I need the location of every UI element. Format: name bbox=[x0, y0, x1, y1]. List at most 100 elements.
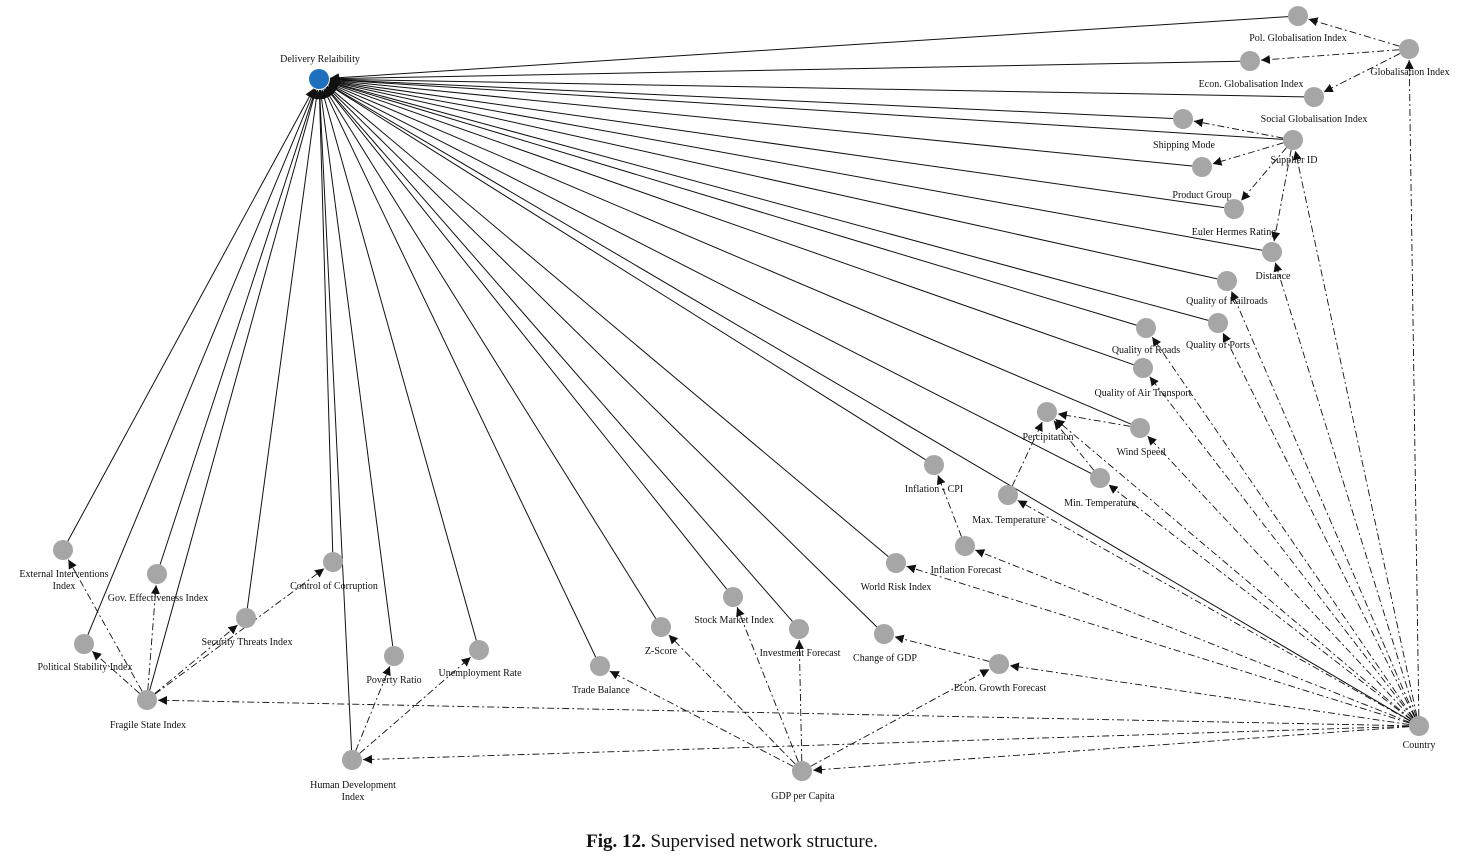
edge-max_temp-to-precip bbox=[1011, 421, 1043, 487]
edge-country-to-railroads bbox=[1230, 290, 1416, 717]
edge-country-to-gdp_pc bbox=[812, 726, 1410, 775]
edge-railroads-to-delivery bbox=[329, 78, 1218, 280]
edge-hdi-to-unemp bbox=[359, 656, 471, 754]
nodes-layer bbox=[53, 6, 1429, 781]
node-soc_glob[interactable] bbox=[1304, 87, 1324, 107]
node-pol_glob[interactable] bbox=[1288, 6, 1308, 26]
edge-invest-to-delivery bbox=[325, 86, 793, 622]
node-label-econ_growth: Econ. Growth Forecast bbox=[954, 683, 1047, 694]
edge-wind-to-precip bbox=[1057, 410, 1131, 427]
node-corruption[interactable] bbox=[323, 552, 343, 572]
node-gdp_change[interactable] bbox=[874, 624, 894, 644]
node-country[interactable] bbox=[1409, 716, 1429, 736]
node-railroads[interactable] bbox=[1217, 271, 1237, 291]
node-label-railroads: Quality of Railroads bbox=[1186, 296, 1268, 307]
node-label-econ_glob: Econ. Globalisation Index bbox=[1199, 79, 1304, 90]
node-label-trade: Trade Balance bbox=[572, 685, 630, 696]
node-euler[interactable] bbox=[1224, 199, 1244, 219]
node-label-hdi: Human Development Index bbox=[310, 780, 396, 803]
node-fragile[interactable] bbox=[137, 690, 157, 710]
node-delivery[interactable] bbox=[309, 69, 329, 89]
node-label-distance: Distance bbox=[1256, 271, 1292, 282]
node-security[interactable] bbox=[236, 608, 256, 628]
edge-ext_int-to-delivery bbox=[67, 88, 315, 542]
node-econ_glob[interactable] bbox=[1240, 51, 1260, 71]
edge-pol_glob-to-delivery bbox=[329, 16, 1289, 83]
node-shipping[interactable] bbox=[1173, 109, 1193, 129]
edge-min_temp-to-delivery bbox=[328, 83, 1092, 474]
node-max_temp[interactable] bbox=[998, 485, 1018, 505]
edge-country-to-econ_growth bbox=[1009, 662, 1410, 725]
node-precip[interactable] bbox=[1037, 402, 1057, 422]
edge-country-to-glob bbox=[1404, 59, 1420, 717]
edge-unemp-to-delivery bbox=[320, 89, 477, 641]
node-label-gov_eff: Gov. Effectiveness Index bbox=[108, 593, 209, 604]
node-label-security: Security Threats Index bbox=[202, 637, 293, 648]
node-roads[interactable] bbox=[1136, 318, 1156, 338]
edge-fragile-to-corruption bbox=[154, 568, 325, 695]
node-gov_eff[interactable] bbox=[147, 564, 167, 584]
edge-fragile-to-delivery bbox=[149, 89, 318, 691]
edges-layer bbox=[67, 16, 1420, 775]
node-label-gdp_pc: GDP per Capita bbox=[771, 791, 835, 802]
edge-distance-to-delivery bbox=[329, 78, 1263, 251]
node-supplier[interactable] bbox=[1283, 130, 1303, 150]
edge-glob-to-pol_glob bbox=[1308, 17, 1400, 47]
edge-gdp_pc-to-trade bbox=[609, 670, 794, 767]
edge-ports-to-delivery bbox=[329, 79, 1209, 321]
node-zscore[interactable] bbox=[651, 617, 671, 637]
node-air[interactable] bbox=[1133, 358, 1153, 378]
node-world_risk[interactable] bbox=[886, 553, 906, 573]
node-label-stock: Stock Market Index bbox=[694, 615, 773, 626]
node-unemp[interactable] bbox=[469, 640, 489, 660]
labels-layer: Delivery Relaibility Pol. Globalisation I… bbox=[19, 33, 1449, 803]
node-label-world_risk: World Risk Index bbox=[861, 582, 932, 593]
edge-country-to-supplier bbox=[1292, 150, 1418, 717]
node-hdi[interactable] bbox=[342, 750, 362, 770]
edge-product-to-delivery bbox=[329, 76, 1193, 167]
edge-country-to-air bbox=[1149, 376, 1414, 719]
node-distance[interactable] bbox=[1262, 242, 1282, 262]
node-label-air: Quality of Air Transport bbox=[1095, 388, 1192, 399]
node-ext_int[interactable] bbox=[53, 540, 73, 560]
node-label-delivery: Delivery Relaibility bbox=[280, 54, 360, 65]
node-product[interactable] bbox=[1192, 157, 1212, 177]
edge-infl_fc-to-cpi bbox=[936, 475, 962, 537]
edge-country-to-world_risk bbox=[906, 564, 1410, 724]
edge-fragile-to-pol_stab bbox=[91, 650, 140, 694]
node-min_temp[interactable] bbox=[1090, 468, 1110, 488]
edge-country-to-delivery bbox=[328, 84, 1411, 722]
figure-caption: Fig. 12. Supervised network structure. bbox=[0, 831, 1464, 853]
edge-glob-to-soc_glob bbox=[1323, 53, 1401, 93]
node-label-ports: Quality of Ports bbox=[1186, 340, 1250, 351]
node-glob[interactable] bbox=[1399, 39, 1419, 59]
edge-fragile-to-gov_eff bbox=[147, 584, 160, 691]
edge-stock-to-delivery bbox=[325, 87, 728, 590]
node-label-zscore: Z-Score bbox=[645, 646, 678, 657]
node-label-pol_glob: Pol. Globalisation Index bbox=[1249, 33, 1347, 44]
node-invest[interactable] bbox=[789, 619, 809, 639]
node-wind[interactable] bbox=[1130, 418, 1150, 438]
node-infl_fc[interactable] bbox=[955, 536, 975, 556]
node-stock[interactable] bbox=[723, 587, 743, 607]
node-econ_growth[interactable] bbox=[989, 654, 1009, 674]
edge-hdi-to-delivery bbox=[315, 89, 353, 751]
edge-country-to-max_temp bbox=[1017, 499, 1411, 722]
node-label-roads: Quality of Roads bbox=[1112, 345, 1180, 356]
edge-econ_glob-to-delivery bbox=[329, 60, 1241, 84]
edge-country-to-ports bbox=[1222, 332, 1415, 718]
node-ports[interactable] bbox=[1208, 313, 1228, 333]
edge-supplier-to-delivery bbox=[329, 75, 1284, 140]
figure-caption-text: Supervised network structure. bbox=[650, 831, 878, 852]
edge-country-to-fragile bbox=[157, 695, 1410, 727]
node-poverty[interactable] bbox=[384, 646, 404, 666]
edge-gdp_pc-to-econ_growth bbox=[810, 668, 990, 767]
node-gdp_pc[interactable] bbox=[792, 761, 812, 781]
edge-roads-to-delivery bbox=[329, 80, 1137, 326]
edge-supplier-to-shipping bbox=[1193, 118, 1284, 139]
node-trade[interactable] bbox=[590, 656, 610, 676]
edge-supplier-to-product bbox=[1212, 142, 1284, 166]
node-label-infl_fc: Inflation Forecast bbox=[931, 565, 1002, 576]
node-pol_stab[interactable] bbox=[74, 634, 94, 654]
node-cpi[interactable] bbox=[924, 455, 944, 475]
